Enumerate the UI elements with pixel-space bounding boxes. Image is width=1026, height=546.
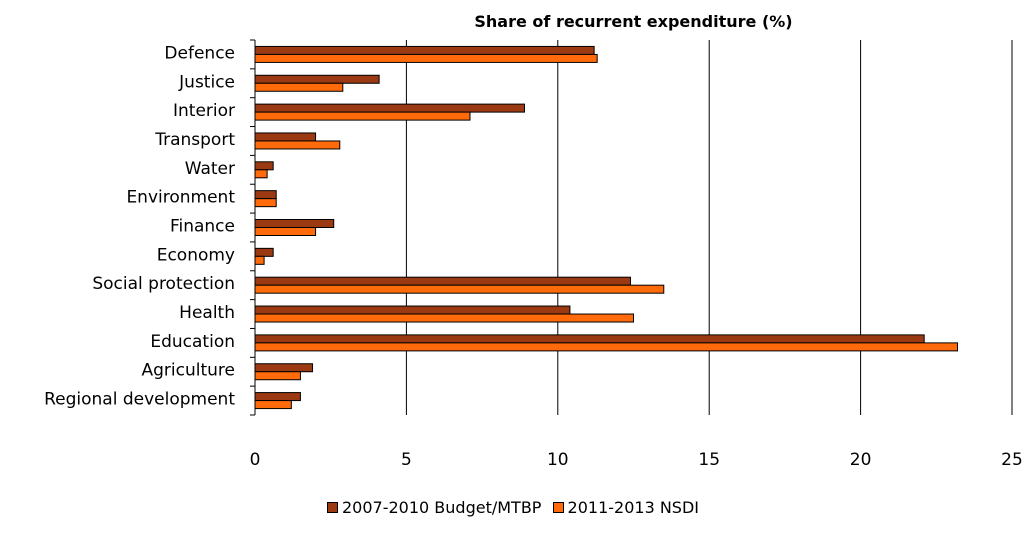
legend-label-series-1: 2007-2010 Budget/MTBP [342, 498, 542, 517]
category-label-regional-development: Regional development [44, 390, 235, 410]
x-tick-label-15: 15 [698, 450, 720, 470]
category-label-transport: Transport [154, 130, 235, 150]
chart-legend: 2007-2010 Budget/MTBP 2011-2013 NSDI [0, 498, 1026, 517]
bar-2-environment [254, 198, 277, 208]
bar-1-economy [254, 247, 274, 257]
bar-1-education [254, 334, 925, 344]
bar-1-interior [254, 103, 525, 113]
bar-2-social-protection [254, 284, 665, 294]
bar-1-agriculture [254, 363, 314, 373]
bar-2-defence [254, 53, 598, 63]
category-label-agriculture: Agriculture [142, 361, 236, 381]
bar-2-interior [254, 111, 471, 121]
bar-1-regional-development [254, 392, 301, 402]
x-tick-label-10: 10 [547, 450, 569, 470]
bar-2-regional-development [254, 400, 292, 410]
category-label-finance: Finance [170, 217, 235, 237]
legend-item-series-2: 2011-2013 NSDI [552, 498, 699, 517]
x-tick-label-5: 5 [401, 450, 412, 470]
bar-1-environment [254, 190, 277, 200]
category-label-interior: Interior [173, 101, 235, 121]
bar-2-justice [254, 82, 344, 92]
legend-label-series-2: 2011-2013 NSDI [567, 498, 699, 517]
category-label-health: Health [179, 303, 235, 323]
chart-title: Share of recurrent expenditure (%) [474, 12, 793, 31]
bar-2-water [254, 169, 268, 179]
bar-1-finance [254, 219, 335, 228]
bar-1-defence [254, 45, 595, 55]
bar-1-water [254, 161, 274, 171]
bar-2-economy [254, 255, 265, 265]
bar-2-finance [254, 227, 317, 236]
category-label-education: Education [150, 332, 235, 352]
category-label-water: Water [185, 159, 235, 179]
bar-2-transport [254, 140, 341, 150]
bar-2-agriculture [254, 371, 301, 381]
bar-2-education [254, 342, 958, 352]
category-label-economy: Economy [157, 245, 235, 265]
bar-1-transport [254, 132, 317, 142]
category-label-environment: Environment [126, 188, 235, 208]
x-tick-label-25: 25 [1001, 450, 1023, 470]
bar-1-justice [254, 74, 380, 84]
legend-swatch-series-1 [327, 502, 338, 513]
bar-1-health [254, 305, 571, 315]
x-tick-label-20: 20 [850, 450, 872, 470]
category-label-social-protection: Social protection [92, 274, 235, 294]
bar-2-health [254, 313, 634, 323]
category-label-defence: Defence [164, 43, 235, 63]
category-label-justice: Justice [178, 72, 235, 92]
legend-item-series-1: 2007-2010 Budget/MTBP [327, 498, 541, 517]
legend-swatch-series-2 [552, 502, 564, 513]
bar-1-social-protection [254, 276, 631, 286]
x-tick-label-0: 0 [250, 450, 261, 470]
